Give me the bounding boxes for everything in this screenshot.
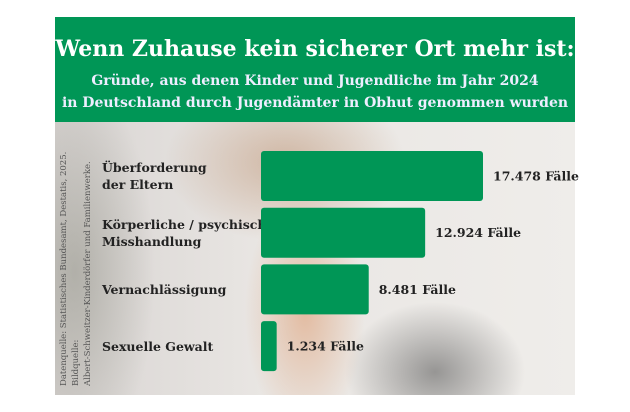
category-label-line: Körperliche / psychische <box>102 216 275 232</box>
category-label-line: Misshandlung <box>102 233 202 249</box>
chart-subtitle-line-1: Gründe, aus denen Kinder und Jugendliche… <box>91 73 539 89</box>
bar-3 <box>261 321 277 372</box>
category-label-line: der Eltern <box>102 177 174 192</box>
category-label-line: Überforderung <box>102 160 207 175</box>
bar-2 <box>261 264 369 315</box>
bar-1 <box>261 207 426 258</box>
category-label-0: Überforderung der Eltern <box>102 159 207 193</box>
title-banner: Wenn Zuhause kein sicherer Ort mehr ist:… <box>55 17 575 122</box>
value-label-3: 1.234 Fälle <box>287 339 364 354</box>
value-label-0: 17.478 Fälle <box>493 169 579 184</box>
value-label-2: 8.481 Fälle <box>379 282 456 297</box>
value-label-1: 12.924 Fälle <box>435 225 521 240</box>
bar-0 <box>261 151 483 201</box>
category-label-1: Körperliche / psychische Misshandlung <box>102 216 274 250</box>
category-label-2: Vernachlässigung <box>102 281 226 298</box>
chart-subtitle-line-2: in Deutschland durch Jugendämter in Obhu… <box>61 95 569 111</box>
chart-title: Wenn Zuhause kein sicherer Ort mehr ist: <box>55 36 575 62</box>
category-label-line: Vernachlässigung <box>102 281 227 297</box>
category-label-line: Sexuelle Gewalt <box>102 338 214 354</box>
category-label-3: Sexuelle Gewalt <box>102 338 213 355</box>
